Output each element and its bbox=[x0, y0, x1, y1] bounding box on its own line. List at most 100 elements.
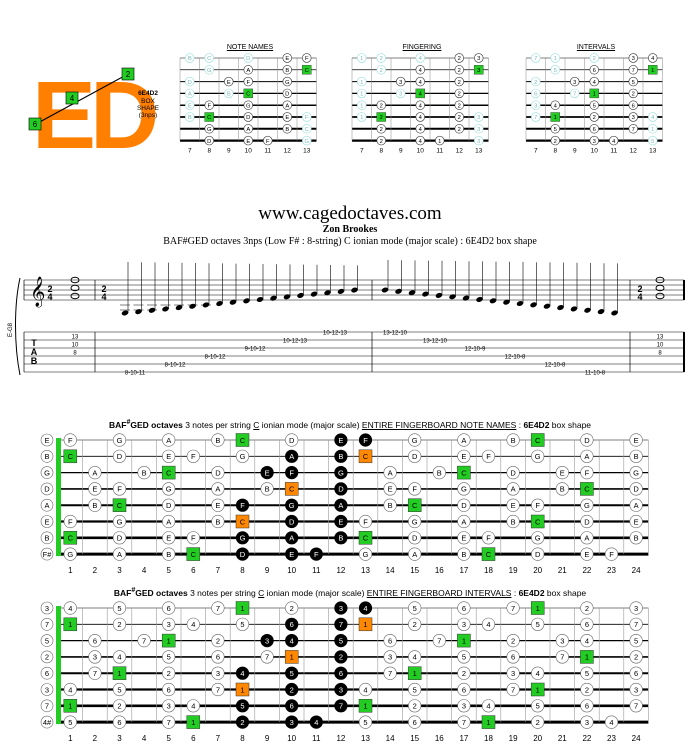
note-dot bbox=[457, 617, 471, 631]
mini-note bbox=[243, 112, 253, 122]
note-dot bbox=[186, 449, 200, 463]
note-dot bbox=[580, 449, 594, 463]
tab-chord-fret: 13 bbox=[72, 335, 79, 341]
mini-note bbox=[648, 53, 658, 63]
mini-note bbox=[454, 53, 464, 63]
root-note-box bbox=[457, 633, 471, 648]
note-dot bbox=[506, 465, 520, 480]
note-dot bbox=[162, 547, 176, 561]
fret-number: 14 bbox=[386, 566, 395, 575]
mini-note bbox=[376, 53, 386, 63]
note-label: 6 bbox=[585, 702, 589, 711]
note-dot bbox=[408, 715, 422, 729]
logo-letters: ED bbox=[32, 62, 156, 150]
open-string-circle bbox=[40, 666, 54, 680]
mini-fret-number: 8 bbox=[379, 148, 383, 155]
tab-chord-fret: 10 bbox=[657, 343, 664, 349]
mini-note bbox=[648, 135, 658, 146]
note-dot bbox=[88, 498, 102, 512]
mini-note-label: 4 bbox=[593, 80, 597, 86]
open-string-label: B bbox=[44, 452, 49, 461]
mini-note bbox=[263, 135, 273, 146]
note-head bbox=[337, 288, 345, 294]
note-dot bbox=[457, 433, 471, 447]
mini-note-label: 1 bbox=[360, 103, 363, 109]
note-label: E bbox=[634, 517, 639, 526]
note-dot bbox=[629, 666, 643, 680]
mini-root-box bbox=[376, 112, 386, 122]
note-label: D bbox=[461, 501, 467, 510]
note-label: B bbox=[560, 485, 565, 494]
open-string-label: 6 bbox=[45, 669, 49, 678]
tuning-label: E-G8 bbox=[8, 322, 14, 337]
mini-note bbox=[415, 65, 425, 75]
fret-number: 7 bbox=[216, 566, 221, 575]
mini-note bbox=[243, 100, 253, 110]
note-head bbox=[381, 287, 389, 293]
site-url[interactable]: www.cagedoctaves.com bbox=[258, 203, 442, 224]
open-string-circle bbox=[40, 699, 54, 713]
note-label: B bbox=[166, 550, 171, 559]
mini-note bbox=[282, 112, 292, 122]
mini-fret-number: 13 bbox=[475, 148, 483, 155]
mini-note bbox=[396, 88, 406, 99]
note-dot bbox=[334, 601, 348, 615]
mini-note-label: 4 bbox=[419, 139, 423, 145]
mini-note-label: D bbox=[246, 56, 250, 62]
fret-number: 8 bbox=[240, 734, 245, 743]
mini-note bbox=[628, 100, 638, 110]
note-dot bbox=[506, 482, 520, 496]
fret-number: 15 bbox=[410, 734, 419, 743]
mini-note-label: F bbox=[207, 103, 211, 109]
note-dot bbox=[531, 617, 545, 631]
mini-note bbox=[474, 53, 484, 63]
root-note-box bbox=[284, 650, 299, 664]
note-dot bbox=[629, 617, 643, 631]
mini-note-label: 2 bbox=[458, 103, 461, 109]
note-label: G bbox=[412, 517, 418, 526]
mini-note bbox=[302, 124, 312, 134]
root-note-box bbox=[235, 682, 250, 697]
note-label: E bbox=[338, 517, 343, 526]
note-dot bbox=[531, 699, 545, 713]
root-note-box bbox=[186, 547, 201, 561]
note-head bbox=[422, 291, 429, 297]
note-dot bbox=[112, 617, 127, 631]
mini-note bbox=[396, 76, 406, 87]
note-label: G bbox=[584, 501, 590, 510]
mini-note bbox=[302, 53, 312, 63]
note-label: 7 bbox=[167, 718, 171, 727]
open-string-circle bbox=[40, 650, 54, 664]
note-dot bbox=[162, 498, 176, 512]
note-head bbox=[229, 299, 237, 305]
fret-number: 19 bbox=[509, 566, 518, 575]
mini-note-label: 1 bbox=[438, 139, 441, 145]
tab-chord-fret: 13 bbox=[657, 335, 664, 341]
note-dot bbox=[358, 514, 373, 529]
note-dot bbox=[334, 449, 348, 463]
mini-note-label: 2 bbox=[534, 80, 537, 86]
note-dot bbox=[88, 633, 102, 648]
chord-note bbox=[70, 292, 80, 300]
note-dot bbox=[481, 699, 496, 713]
mini-root-box bbox=[648, 65, 658, 75]
note-label: 1 bbox=[68, 620, 72, 629]
mini-note-label: C bbox=[246, 92, 250, 98]
note-dot bbox=[285, 715, 299, 729]
note-label: 1 bbox=[191, 718, 195, 727]
mini-note bbox=[609, 135, 619, 146]
mini-note-label: 2 bbox=[458, 92, 461, 98]
note-label: D bbox=[289, 517, 295, 526]
mini-fret-number: 12 bbox=[630, 148, 638, 155]
note-label: 2 bbox=[511, 636, 515, 645]
mini-note-label: 5 bbox=[593, 103, 596, 109]
note-dot bbox=[235, 498, 250, 512]
mini-note bbox=[302, 135, 312, 146]
mini-note-label: 6 bbox=[593, 127, 596, 133]
note-label: 5 bbox=[240, 702, 244, 711]
open-string-circle bbox=[40, 547, 54, 561]
note-label: 3 bbox=[216, 669, 220, 678]
note-label: 2 bbox=[240, 718, 244, 727]
note-dot bbox=[334, 433, 348, 447]
open-string-label: G bbox=[44, 468, 50, 477]
